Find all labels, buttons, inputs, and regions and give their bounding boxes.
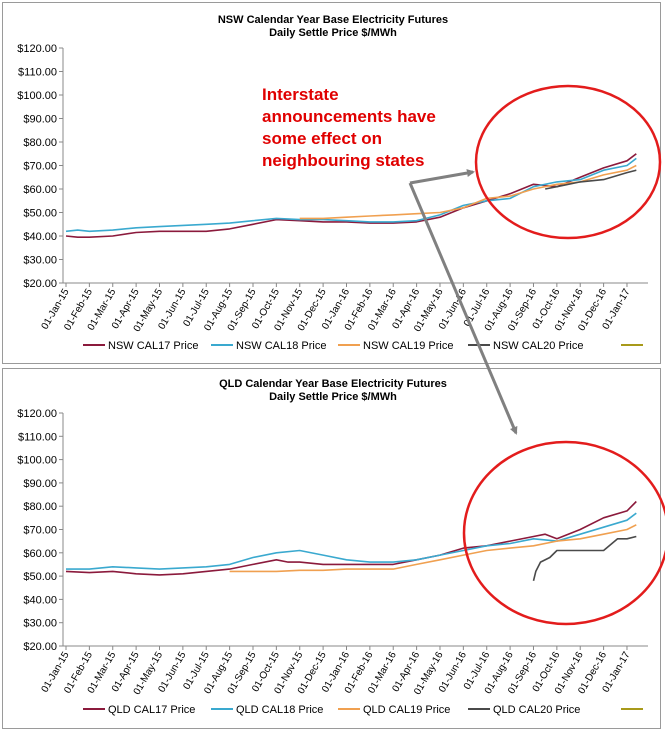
nsw-ytick-label: $120.00: [17, 43, 57, 55]
nsw-ytick-label: $70.00: [23, 161, 57, 173]
qld-ytick-label: $110.00: [18, 431, 57, 443]
nsw-series-cal20-line: [545, 169, 637, 190]
nsw-chart: NSW Calendar Year Base Electricity Futur…: [17, 14, 648, 352]
qld-ytick-label: $30.00: [23, 618, 57, 630]
nsw-ytick-label: $100.00: [17, 90, 57, 102]
nsw-highlight-circle: [474, 84, 662, 240]
nsw-ytick-label: $90.00: [23, 114, 57, 126]
qld-chart: QLD Calendar Year Base Electricity Futur…: [17, 378, 648, 716]
nsw-series-lines: [65, 153, 637, 238]
arrow-to-nsw: [409, 169, 475, 185]
qld-ytick-label: $80.00: [23, 501, 57, 513]
qld-ytick-label: $90.00: [23, 478, 57, 490]
nsw-legend-label: NSW CAL19 Price: [363, 340, 453, 352]
qld-ytick-label: $70.00: [23, 525, 57, 537]
annotation-line-1: Interstate: [262, 85, 339, 104]
nsw-series-cal18-line: [65, 157, 637, 233]
nsw-ytick-label: $110.00: [18, 67, 57, 79]
qld-series-cal18-line: [66, 512, 637, 570]
qld-ytick-label: $100.00: [17, 455, 57, 467]
qld-chart-title: QLD Calendar Year Base Electricity Futur…: [219, 378, 447, 390]
nsw-ytick-label: $20.00: [23, 278, 57, 290]
nsw-chart-title: NSW Calendar Year Base Electricity Futur…: [218, 14, 448, 26]
nsw-chart-subtitle: Daily Settle Price $/MWh: [269, 27, 397, 39]
nsw-ytick-label: $60.00: [23, 184, 57, 196]
nsw-ytick-label: $30.00: [23, 255, 57, 267]
annotation-line-2: announcements have: [262, 107, 436, 126]
nsw-legend: NSW CAL17 Price NSW CAL18 Price NSW CAL19 …: [83, 340, 643, 352]
qld-chart-subtitle: Daily Settle Price $/MWh: [269, 391, 397, 403]
qld-chart-panel: QLD Calendar Year Base Electricity Futur…: [2, 368, 661, 729]
nsw-ytick-label: $40.00: [23, 231, 57, 243]
qld-series-lines: [65, 500, 637, 581]
annotation-line-4: neighbouring states: [262, 151, 424, 170]
nsw-series-cal19-line: [299, 164, 637, 220]
nsw-legend-label: NSW CAL18 Price: [236, 340, 326, 352]
nsw-chart-panel: NSW Calendar Year Base Electricity Futur…: [2, 2, 661, 364]
qld-legend-label: QLD CAL20 Price: [493, 704, 580, 716]
qld-legend: QLD CAL17 Price QLD CAL18 Price QLD CAL19 …: [83, 704, 643, 716]
qld-ytick-label: $50.00: [23, 571, 57, 583]
qld-series-cal20-line: [532, 535, 637, 581]
nsw-ytick-label: $50.00: [23, 208, 57, 220]
qld-series-cal19-line: [229, 524, 637, 573]
arrow-to-qld: [408, 182, 518, 435]
qld-legend-label: QLD CAL18 Price: [236, 704, 323, 716]
nsw-ytick-label: $80.00: [23, 137, 57, 149]
nsw-legend-label: NSW CAL20 Price: [493, 340, 583, 352]
qld-series-cal17-line: [65, 500, 637, 576]
annotation-line-3: some effect on: [262, 129, 382, 148]
qld-legend-label: QLD CAL17 Price: [108, 704, 195, 716]
qld-legend-label: QLD CAL19 Price: [363, 704, 450, 716]
nsw-legend-label: NSW CAL17 Price: [108, 340, 198, 352]
qld-ytick-label: $20.00: [23, 641, 57, 653]
qld-ytick-label: $120.00: [17, 408, 57, 420]
qld-ytick-label: $40.00: [23, 594, 57, 606]
qld-highlight-circle: [462, 440, 665, 626]
qld-ytick-label: $60.00: [23, 548, 57, 560]
